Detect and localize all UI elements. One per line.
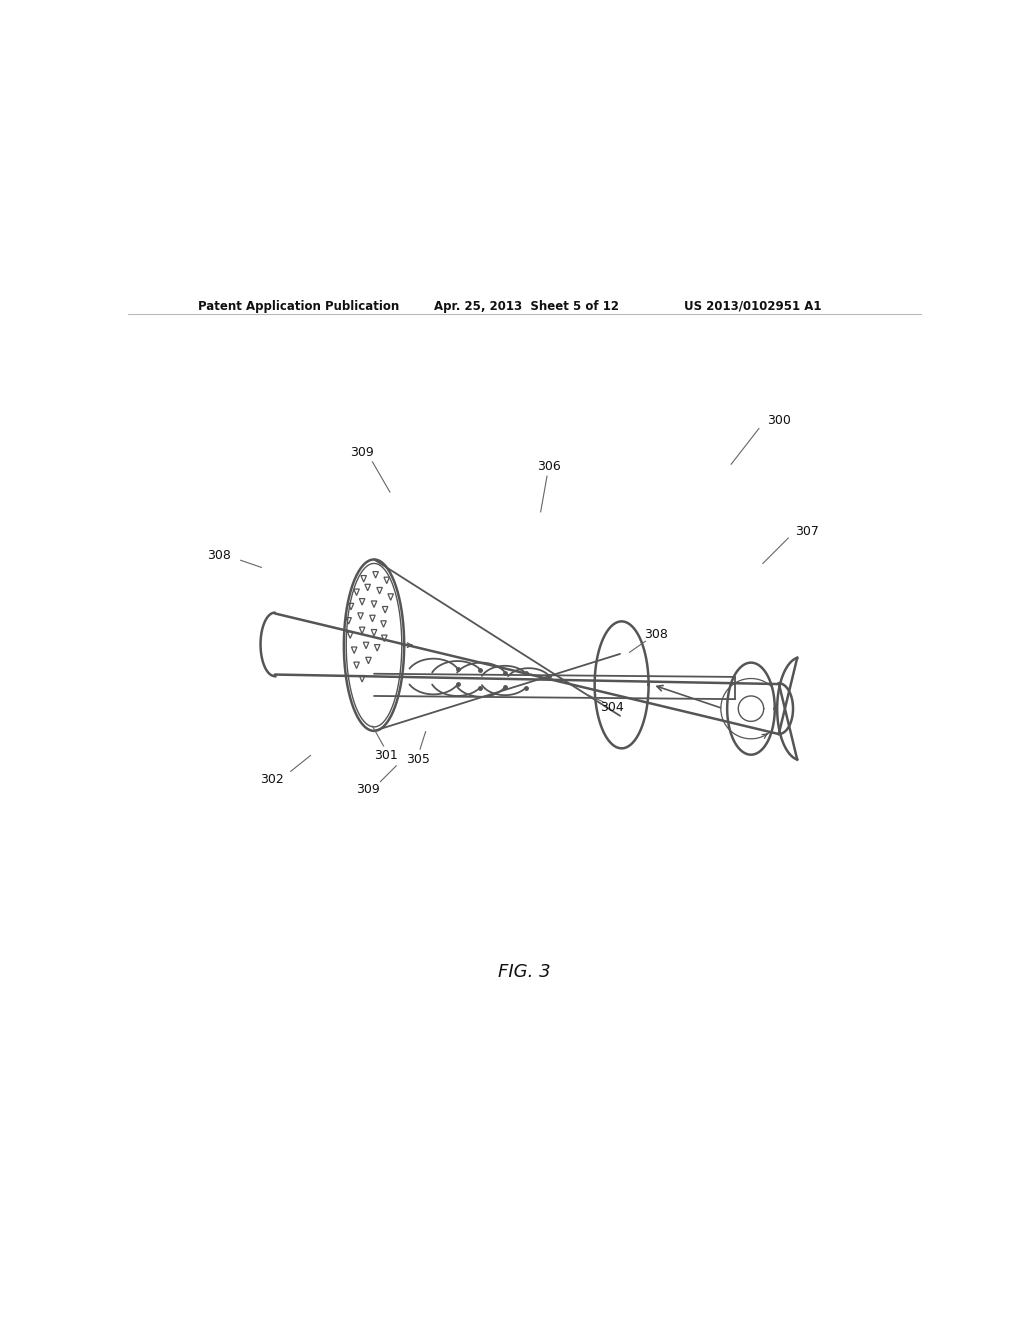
Text: 304: 304	[600, 701, 624, 714]
Text: 306: 306	[537, 461, 560, 473]
Text: 308: 308	[207, 549, 231, 562]
Text: FIG. 3: FIG. 3	[499, 964, 551, 981]
Text: 308: 308	[644, 628, 668, 642]
Text: 305: 305	[406, 752, 430, 766]
Text: Apr. 25, 2013  Sheet 5 of 12: Apr. 25, 2013 Sheet 5 of 12	[433, 300, 618, 313]
Text: 302: 302	[260, 772, 285, 785]
Text: 307: 307	[795, 525, 818, 539]
Text: 301: 301	[374, 748, 397, 762]
Text: 300: 300	[767, 414, 791, 428]
Text: 309: 309	[350, 446, 374, 459]
Text: Patent Application Publication: Patent Application Publication	[198, 300, 399, 313]
Text: 309: 309	[355, 783, 380, 796]
Text: US 2013/0102951 A1: US 2013/0102951 A1	[684, 300, 821, 313]
